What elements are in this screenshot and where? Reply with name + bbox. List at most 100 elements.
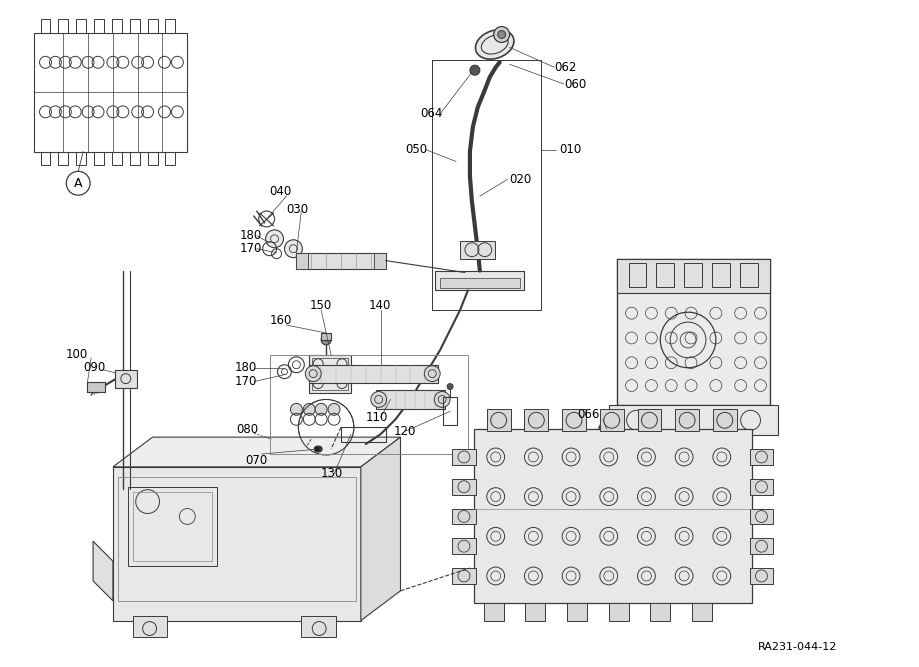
Bar [118,477,356,601]
Bar [296,253,308,269]
Bar [312,358,347,390]
Polygon shape [360,437,400,620]
Bar [375,390,445,410]
Bar [608,406,777,435]
Bar [165,151,176,165]
Bar [451,449,475,465]
Bar [712,410,736,431]
Bar [451,508,475,524]
Bar [739,263,756,287]
Bar [684,263,701,287]
Bar [34,33,187,151]
Circle shape [370,392,386,408]
Bar [562,410,585,431]
Text: 064: 064 [420,107,442,120]
Circle shape [434,392,449,408]
Bar [309,355,350,392]
Bar [432,60,540,310]
Bar [637,410,661,431]
Circle shape [316,446,322,452]
Bar [451,479,475,495]
Text: RA231-044-12: RA231-044-12 [756,642,836,652]
Bar [76,19,86,33]
Text: 160: 160 [269,313,291,327]
Bar [435,271,524,290]
Text: 170: 170 [234,375,257,388]
Bar [301,616,335,638]
Bar [486,410,510,431]
Text: 170: 170 [240,242,262,255]
Circle shape [470,65,480,75]
Text: 070: 070 [244,454,267,468]
Circle shape [494,27,509,43]
Text: 010: 010 [559,143,581,156]
Text: 040: 040 [269,185,291,197]
Bar [87,382,105,392]
Circle shape [497,31,505,39]
Bar [439,278,519,288]
Circle shape [315,404,327,416]
Circle shape [305,366,321,382]
Circle shape [328,404,340,416]
Bar [675,410,698,431]
Bar [296,253,385,269]
Bar [749,538,773,554]
Text: 150: 150 [309,299,331,311]
Bar [341,427,385,442]
Text: 060: 060 [563,77,585,91]
Polygon shape [93,541,113,601]
Circle shape [424,366,439,382]
Bar [132,492,212,561]
Bar [524,410,548,431]
Bar [58,151,68,165]
Ellipse shape [475,30,514,59]
Circle shape [321,335,331,345]
Circle shape [290,404,302,416]
Bar [115,370,137,388]
Bar [566,603,586,620]
Bar [655,263,674,287]
Text: 120: 120 [393,425,415,438]
Bar [309,365,437,383]
Text: 130: 130 [321,468,343,480]
Bar [165,19,176,33]
Bar [525,603,545,620]
Bar [628,263,646,287]
Bar [147,19,157,33]
Text: 100: 100 [65,348,87,362]
Text: 062: 062 [553,61,576,74]
Bar [373,253,385,269]
Polygon shape [113,467,360,620]
Bar [94,19,104,33]
Bar [76,151,86,165]
Bar [483,603,503,620]
Bar [599,410,623,431]
Text: 180: 180 [240,229,262,242]
Polygon shape [113,437,400,467]
Text: A: A [74,177,83,190]
Text: 090: 090 [83,362,106,374]
Circle shape [266,230,283,247]
Circle shape [314,446,320,452]
Bar [112,19,121,33]
Bar [130,151,140,165]
Text: 180: 180 [234,362,257,374]
Text: 080: 080 [235,423,257,436]
Bar [94,151,104,165]
Bar [40,19,51,33]
Bar [112,151,121,165]
Bar [269,355,468,454]
Text: 030: 030 [286,203,308,215]
Bar [321,333,331,340]
Bar [432,60,540,310]
Bar [147,151,157,165]
Bar [749,508,773,524]
Bar [128,487,217,566]
Text: 140: 140 [369,299,391,311]
Bar [616,259,769,293]
Bar [451,538,475,554]
Bar [749,568,773,584]
Circle shape [447,384,452,390]
Text: 020: 020 [509,173,531,186]
Bar [711,263,729,287]
